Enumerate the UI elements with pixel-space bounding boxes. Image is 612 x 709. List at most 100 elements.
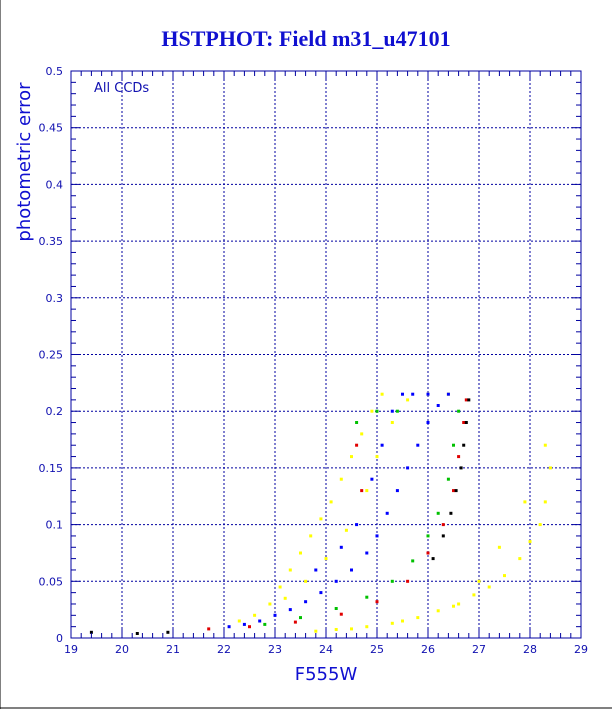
data-point — [350, 627, 353, 631]
data-point — [406, 466, 410, 470]
data-point — [380, 443, 384, 447]
data-point — [467, 398, 471, 402]
data-point — [426, 551, 430, 555]
data-point — [464, 398, 468, 402]
grid — [71, 71, 581, 638]
data-point — [390, 409, 394, 413]
y-tick-label: 0.3 — [46, 292, 64, 305]
data-point — [166, 630, 170, 634]
y-axis-label: photometric error — [14, 82, 35, 242]
chart-title: HSTPHOT: Field m31_u47101 — [161, 26, 450, 51]
data-point — [89, 630, 93, 634]
y-tick-label: 0.25 — [39, 349, 64, 362]
x-tick-label: 28 — [523, 643, 537, 656]
data-point — [548, 466, 552, 470]
data-point — [523, 500, 527, 504]
y-tick-label: 0.15 — [39, 462, 64, 475]
data-point — [543, 500, 547, 504]
data-point — [135, 632, 139, 635]
data-point — [355, 523, 359, 527]
data-point — [503, 574, 506, 578]
data-point — [441, 523, 445, 527]
y-tick-label: 0.45 — [39, 122, 64, 135]
data-point — [454, 489, 458, 493]
data-point — [339, 612, 343, 616]
data-point — [319, 591, 323, 595]
x-tick-label: 20 — [115, 643, 129, 656]
data-point — [426, 534, 430, 538]
x-tick-label: 25 — [370, 643, 384, 656]
x-tick-label: 29 — [574, 643, 588, 656]
data-point — [411, 559, 415, 563]
data-point — [237, 619, 241, 623]
data-point — [299, 551, 302, 555]
data-point — [436, 511, 440, 515]
data-point — [390, 579, 394, 583]
data-point — [401, 392, 404, 396]
data-point — [314, 629, 318, 633]
data-point — [375, 534, 379, 538]
x-tick-label: 24 — [319, 643, 333, 656]
data-point — [370, 477, 374, 481]
data-point — [538, 523, 542, 527]
data-point — [390, 621, 394, 625]
series-green — [263, 409, 461, 626]
data-point — [350, 455, 353, 459]
data-point — [406, 398, 410, 402]
data-point — [309, 534, 313, 538]
data-point — [360, 489, 364, 493]
data-point — [355, 443, 359, 447]
series-yellow — [237, 392, 552, 633]
y-tick-label: 0 — [56, 632, 63, 645]
data-point — [449, 511, 453, 515]
y-tick-labels: 0 0.05 0.1 0.15 0.2 0.25 0.3 0.35 0.4 0.45 0.5 — [39, 65, 64, 645]
data-point — [344, 528, 348, 532]
data-point — [299, 616, 302, 620]
data-point — [406, 579, 410, 583]
data-point — [446, 392, 450, 396]
data-point — [375, 600, 379, 604]
x-tick-label: 26 — [421, 643, 435, 656]
data-point — [543, 443, 547, 447]
data-point — [457, 602, 461, 606]
data-point — [360, 432, 364, 436]
data-point — [273, 613, 277, 617]
data-point — [446, 477, 450, 481]
data-point — [472, 593, 476, 597]
data-point — [314, 568, 318, 572]
data-point — [207, 627, 211, 631]
data-point — [380, 392, 384, 396]
data-point — [288, 608, 292, 612]
data-point — [395, 409, 399, 413]
data-point — [426, 392, 430, 396]
data-point — [263, 622, 267, 626]
data-point — [441, 534, 445, 538]
data-point — [334, 579, 338, 583]
data-point — [375, 455, 379, 459]
data-point — [416, 616, 420, 620]
data-point — [339, 545, 343, 549]
data-point — [365, 489, 369, 493]
data-point — [248, 625, 251, 629]
data-points — [89, 392, 552, 635]
data-point — [459, 466, 463, 470]
data-point — [242, 622, 246, 626]
data-point — [452, 443, 455, 447]
y-tick-label: 0.4 — [46, 178, 64, 191]
data-point — [258, 619, 262, 623]
data-point — [268, 602, 272, 606]
data-point — [283, 596, 287, 600]
data-point — [464, 421, 468, 424]
x-tick-label: 19 — [64, 643, 78, 656]
data-point — [253, 613, 257, 617]
data-point — [487, 585, 491, 589]
axis-ticks — [70, 70, 582, 639]
data-point — [324, 557, 328, 561]
x-tick-labels: 19 20 21 22 23 24 25 26 27 28 29 — [64, 643, 588, 656]
data-point — [457, 409, 461, 413]
data-point — [457, 455, 461, 459]
data-point — [518, 557, 522, 561]
data-point — [329, 500, 333, 504]
data-point — [411, 392, 415, 396]
